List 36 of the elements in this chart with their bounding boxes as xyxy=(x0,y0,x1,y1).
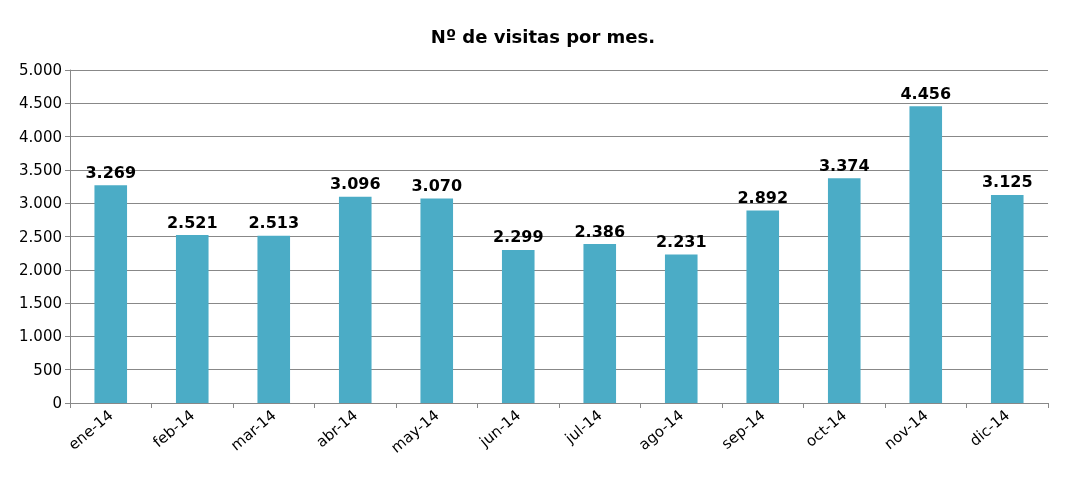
data-label: 3.269 xyxy=(85,162,137,182)
bar xyxy=(990,194,1024,403)
data-label: 3.125 xyxy=(981,172,1033,192)
bar xyxy=(827,178,861,403)
bar xyxy=(420,198,454,403)
y-tick-label: 1.500 xyxy=(19,294,62,313)
y-tick-label: 2.500 xyxy=(19,227,62,246)
y-tick-label: 3.500 xyxy=(19,160,62,179)
data-label: 2.521 xyxy=(166,212,218,232)
data-label: 3.374 xyxy=(818,155,870,175)
y-tick-label: 4.500 xyxy=(19,94,62,113)
data-label: 3.070 xyxy=(411,176,463,196)
data-label: 2.892 xyxy=(737,187,789,207)
y-tick-label: 3.000 xyxy=(19,194,62,213)
data-label: 2.386 xyxy=(574,221,626,241)
data-label: 3.096 xyxy=(329,174,381,194)
data-label: 2.299 xyxy=(492,227,544,247)
y-tick-label: 500 xyxy=(33,360,62,379)
bar xyxy=(501,249,535,403)
bar xyxy=(746,210,780,403)
y-tick-label: 2.000 xyxy=(19,260,62,279)
data-label: 2.513 xyxy=(248,213,300,233)
data-label: 4.456 xyxy=(900,83,952,103)
y-tick-label: 5.000 xyxy=(19,61,62,79)
bar xyxy=(583,244,617,403)
bar xyxy=(338,196,372,403)
data-label: 2.231 xyxy=(655,231,707,251)
y-tick-label: 4.000 xyxy=(19,127,62,146)
chart-title: Nº de visitas por mes. xyxy=(430,25,656,47)
bar xyxy=(94,185,128,403)
y-tick-label: 1.000 xyxy=(19,327,62,346)
y-tick-label: 0 xyxy=(52,394,62,412)
bar xyxy=(909,106,943,403)
bar xyxy=(175,235,209,403)
bar xyxy=(257,235,291,403)
bar xyxy=(664,254,698,403)
